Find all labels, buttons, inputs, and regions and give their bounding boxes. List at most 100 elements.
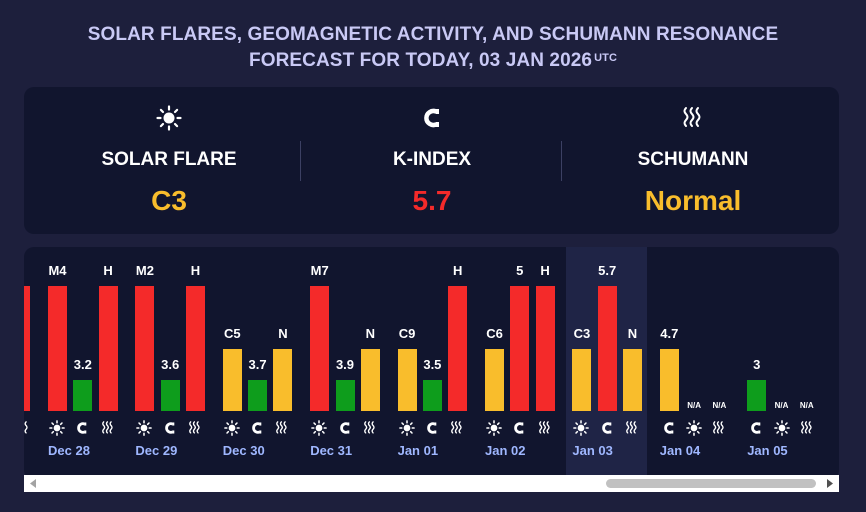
- bar: [510, 286, 530, 411]
- na-label: N/A: [712, 401, 727, 410]
- bar-label: N: [278, 326, 288, 341]
- magnet-icon: [74, 420, 92, 438]
- bar: [135, 286, 155, 411]
- bar: [48, 286, 67, 411]
- bar-label: C5: [223, 326, 241, 341]
- date-label: Dec 30: [222, 443, 265, 458]
- solar-flare-summary: SOLAR FLARE C3: [24, 87, 314, 234]
- horizontal-scrollbar[interactable]: [24, 475, 839, 492]
- sun-icon: [311, 420, 329, 438]
- scroll-right-button[interactable]: [821, 475, 837, 492]
- k-index-value: 5.7: [412, 185, 452, 216]
- bar: [335, 380, 355, 411]
- bar-label: 3.7: [248, 357, 267, 372]
- magnet-icon: [748, 420, 766, 438]
- utc-label: UTC: [594, 52, 618, 64]
- bar: [597, 286, 617, 411]
- waves-icon: [537, 420, 555, 438]
- scroll-left-button[interactable]: [26, 475, 42, 492]
- sun-icon: [486, 420, 504, 438]
- magnet-icon: [599, 420, 617, 438]
- waves-icon: [799, 420, 817, 438]
- waves-icon: [274, 420, 292, 438]
- bar: [397, 349, 417, 411]
- sun-icon: [773, 420, 792, 438]
- bar: [747, 380, 767, 411]
- date-label: Jan 03: [572, 443, 613, 458]
- waves-icon: [187, 420, 205, 438]
- bar-label: 4.7: [660, 326, 679, 341]
- bar: [485, 349, 504, 411]
- magnet-icon: [301, 105, 563, 131]
- bar: [659, 349, 679, 411]
- sun-icon: [136, 420, 154, 438]
- solar-flare-label: SOLAR FLARE: [101, 149, 237, 170]
- magnet-icon: [424, 420, 442, 438]
- bar-label: N: [365, 326, 375, 341]
- solar-flare-value: C3: [151, 185, 187, 216]
- waves-icon: [711, 420, 729, 438]
- bar-label: H: [540, 263, 550, 278]
- sun-icon: [686, 420, 704, 438]
- magnet-icon: [511, 420, 529, 438]
- bar: [535, 286, 555, 411]
- bar-label: H: [190, 263, 201, 278]
- bar: [623, 349, 642, 411]
- schumann-summary: SCHUMANN Normal: [562, 87, 824, 234]
- bar-label: H: [452, 263, 463, 278]
- na-label: N/A: [774, 401, 789, 410]
- na-label: N/A: [687, 401, 701, 410]
- schumann-value: Normal: [644, 185, 742, 216]
- bar: [98, 286, 118, 411]
- bar-label: N: [627, 326, 638, 341]
- bar-label: M7: [310, 263, 329, 278]
- bar-label: M2: [135, 263, 154, 278]
- bar-label: 3: [753, 357, 761, 372]
- scrollbar-thumb[interactable]: [606, 479, 816, 488]
- bar-label: 5: [516, 263, 524, 278]
- date-label: Dec 28: [48, 443, 90, 458]
- bar: [160, 380, 180, 411]
- title-line-2: FORECAST FOR TODAY, 03 JAN 2026 UTC: [248, 50, 618, 71]
- bar: [248, 380, 268, 411]
- sun-icon: [24, 105, 314, 131]
- date-label: Dec 29: [135, 443, 178, 458]
- sun-icon: [398, 420, 417, 438]
- magnet-icon: [661, 420, 679, 438]
- waves-icon: [362, 420, 380, 438]
- date-label: Jan 04: [659, 443, 701, 458]
- title-line-1: SOLAR FLARES, GEOMAGNETIC ACTIVITY, AND …: [87, 24, 779, 45]
- bar: [73, 380, 93, 411]
- magnet-icon: [337, 420, 355, 438]
- bar-label: 3.9: [335, 357, 355, 372]
- bar: [448, 286, 468, 411]
- forecast-chart[interactable]: M4 3.2 H Dec 28 M2 3.6 H Dec 29 C5 3.7 N Dec 30 M7 3.…: [24, 247, 839, 480]
- bar-label: 3.5: [423, 357, 442, 372]
- bar: [310, 286, 330, 411]
- magnet-icon: [162, 420, 180, 438]
- date-label: Jan 05: [747, 443, 788, 458]
- divider: [561, 141, 562, 181]
- sun-icon: [223, 420, 242, 438]
- triangle-left-icon: [30, 479, 36, 488]
- waves-icon: [24, 420, 33, 438]
- bar: [422, 380, 442, 411]
- k-index-summary: K-INDEX 5.7: [301, 87, 563, 234]
- bar: [360, 349, 380, 411]
- bar-label: M4: [48, 263, 67, 278]
- triangle-right-icon: [827, 479, 833, 488]
- bar-label: C6: [486, 326, 503, 341]
- k-index-label: K-INDEX: [392, 149, 472, 170]
- bar-label: 3.6: [161, 357, 180, 372]
- waves-icon: [449, 420, 467, 438]
- divider: [300, 141, 301, 181]
- date-label: Dec 31: [310, 443, 353, 458]
- bar-partial: [24, 286, 30, 411]
- schumann-label: SCHUMANN: [637, 149, 749, 170]
- bar: [222, 349, 242, 411]
- bar-label: 3.2: [73, 357, 92, 372]
- bar-label: 5.7: [598, 263, 617, 278]
- waves-icon: [624, 420, 642, 438]
- magnet-icon: [249, 420, 267, 438]
- page-title: SOLAR FLARES, GEOMAGNETIC ACTIVITY, AND …: [0, 22, 866, 74]
